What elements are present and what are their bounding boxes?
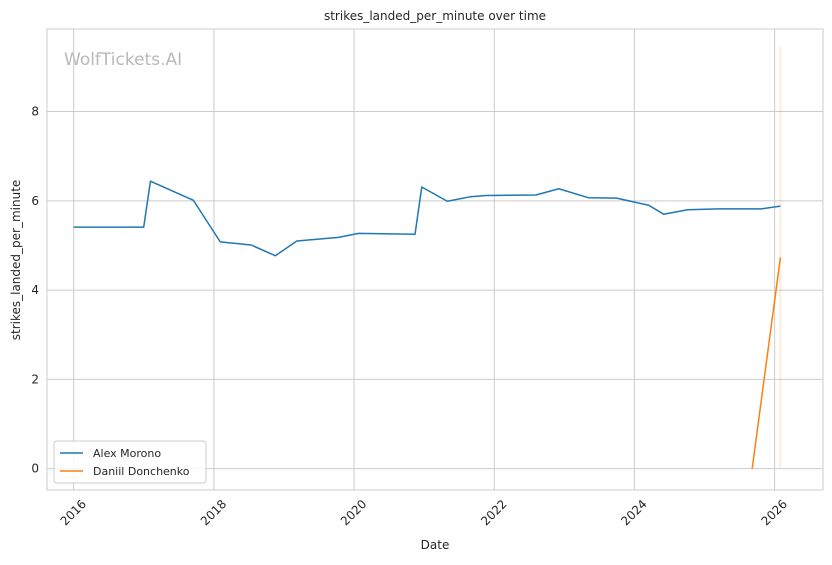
y-tick-label: 2 bbox=[31, 372, 39, 386]
y-axis-label: strikes_landed_per_minute bbox=[9, 180, 23, 341]
series-line-daniil-donchenko bbox=[751, 257, 782, 469]
y-tick-label: 8 bbox=[31, 105, 39, 119]
plot-frame bbox=[46, 28, 824, 491]
y-tick-label: 4 bbox=[31, 283, 39, 297]
chart-title: strikes_landed_per_minute over time bbox=[324, 9, 546, 23]
y-tick-label: 0 bbox=[31, 462, 39, 476]
watermark-text: WolfTickets.AI bbox=[64, 50, 182, 70]
legend: Alex Morono Daniil Donchenko bbox=[53, 440, 207, 484]
x-axis-label: Date bbox=[421, 538, 450, 552]
y-tick-label: 6 bbox=[31, 194, 39, 208]
y-axis-ticks: 0 2 4 6 8 bbox=[31, 105, 39, 476]
series-line-alex-morono bbox=[73, 180, 781, 257]
legend-box bbox=[53, 440, 207, 484]
grid-layer bbox=[47, 29, 823, 490]
series-layer bbox=[73, 180, 782, 469]
legend-label-alex-morono: Alex Morono bbox=[93, 447, 161, 460]
legend-label-daniil-donchenko: Daniil Donchenko bbox=[93, 465, 190, 478]
